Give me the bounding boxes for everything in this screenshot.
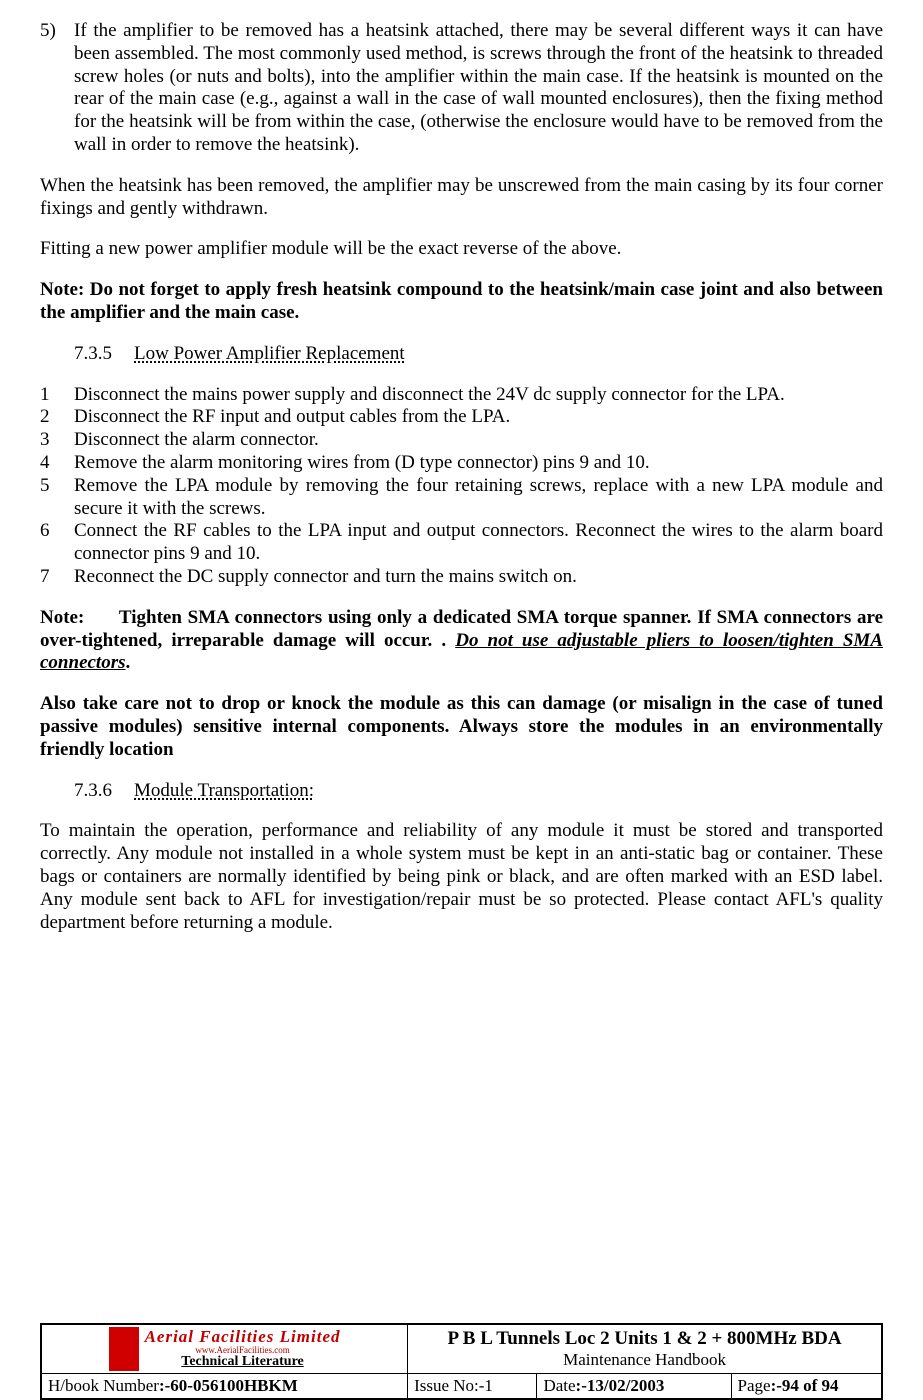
date-value: :-13/02/2003 (576, 1376, 665, 1395)
footer-table: Aerial Facilities Limited www.AerialFaci… (40, 1323, 883, 1400)
list-text: Disconnect the alarm connector. (74, 429, 319, 452)
section-heading-735: 7.3.5Low Power Amplifier Replacement (74, 343, 883, 366)
section-number: 7.3.5 (74, 343, 134, 366)
hbook-value: :-60-056100HBKM (159, 1376, 298, 1395)
procedure-list: 1Disconnect the mains power supply and d… (40, 384, 883, 589)
note-heatsink: Note: Do not forget to apply fresh heats… (40, 279, 883, 325)
page-label: Page (738, 1376, 771, 1395)
issue-cell: Issue No:-1 (408, 1374, 537, 1400)
paragraph: Fitting a new power amplifier module wil… (40, 238, 883, 261)
note-care: Also take care not to drop or knock the … (40, 693, 883, 761)
list-item: 3Disconnect the alarm connector. (40, 429, 883, 452)
paragraph: When the heatsink has been removed, the … (40, 175, 883, 221)
list-number: 6 (40, 520, 74, 566)
list-number: 5 (40, 475, 74, 521)
list-item: 1Disconnect the mains power supply and d… (40, 384, 883, 407)
logo-subtitle: Technical Literature (145, 1355, 341, 1370)
doc-subtitle: Maintenance Handbook (414, 1350, 875, 1370)
section-title: Low Power Amplifier Replacement (134, 343, 405, 364)
list-number: 7 (40, 566, 74, 589)
list-text: Reconnect the DC supply connector and tu… (74, 566, 577, 589)
doc-title: P B L Tunnels Loc 2 Units 1 & 2 + 800MHz… (414, 1328, 875, 1350)
note-label: Note: (40, 607, 84, 628)
list-number: 3 (40, 429, 74, 452)
list-number: 1 (40, 384, 74, 407)
list-number: 2 (40, 406, 74, 429)
section-title: Module Transportation: (134, 780, 314, 801)
logo-cell: Aerial Facilities Limited www.AerialFaci… (41, 1324, 408, 1374)
list-text: Disconnect the mains power supply and di… (74, 384, 785, 407)
list-number: 4 (40, 452, 74, 475)
hbook-label: H/book Number (48, 1376, 159, 1395)
page-value: :-94 of 94 (771, 1376, 839, 1395)
note-tail: . (126, 652, 131, 673)
page-cell: Page:-94 of 94 (731, 1374, 882, 1400)
list-item: 6Connect the RF cables to the LPA input … (40, 520, 883, 566)
list-item: 7Reconnect the DC supply connector and t… (40, 566, 883, 589)
list-item: 4Remove the alarm monitoring wires from … (40, 452, 883, 475)
company-name: Aerial Facilities Limited (145, 1328, 341, 1346)
list-text: Connect the RF cables to the LPA input a… (74, 520, 883, 566)
date-label: Date (543, 1376, 575, 1395)
logo-icon (109, 1327, 139, 1371)
section-heading-736: 7.3.6Module Transportation: (74, 780, 883, 803)
list-text: Remove the LPA module by removing the fo… (74, 475, 883, 521)
note-sma: Note: Tighten SMA connectors using only … (40, 607, 883, 675)
hbook-cell: H/book Number:-60-056100HBKM (41, 1374, 408, 1400)
list-item: 5Remove the LPA module by removing the f… (40, 475, 883, 521)
list-item-5: 5) If the amplifier to be removed has a … (40, 20, 883, 157)
list-text: Disconnect the RF input and output cable… (74, 406, 510, 429)
paragraph: To maintain the operation, performance a… (40, 820, 883, 934)
doc-title-cell: P B L Tunnels Loc 2 Units 1 & 2 + 800MHz… (408, 1324, 882, 1374)
date-cell: Date:-13/02/2003 (537, 1374, 731, 1400)
section-number: 7.3.6 (74, 780, 134, 803)
list-text: If the amplifier to be removed has a hea… (74, 20, 883, 157)
list-number: 5) (40, 20, 74, 157)
list-item: 2Disconnect the RF input and output cabl… (40, 406, 883, 429)
list-text: Remove the alarm monitoring wires from (… (74, 452, 650, 475)
